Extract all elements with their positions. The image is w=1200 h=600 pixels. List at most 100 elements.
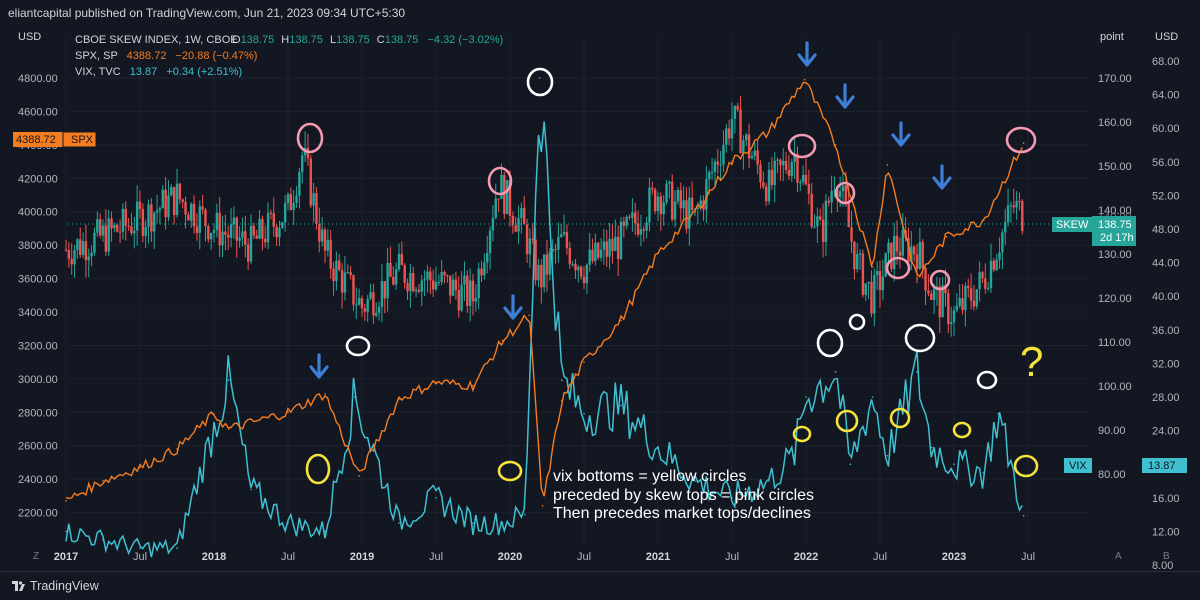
pink-circle-icon	[929, 269, 951, 291]
scale-b-toggle[interactable]: B	[1163, 551, 1170, 562]
annotation-marks	[296, 41, 1039, 485]
skew-candle	[585, 264, 589, 284]
skew-candle	[841, 185, 845, 192]
skew-candle	[181, 199, 184, 203]
chart-canvas[interactable]: 4800.004600.004400.004200.004000.003800.…	[0, 26, 1200, 571]
spx-point	[139, 466, 141, 469]
svg-text:VIX, TVC 13.87: VIX, TVC 13.87 +0.34 (+2.51%)	[75, 66, 242, 78]
skew-candle	[847, 202, 850, 228]
spx-point	[694, 210, 696, 213]
pink-circle-icon	[1005, 126, 1037, 154]
skew-candle	[346, 272, 349, 274]
legend-vix-name: VIX, TVC	[75, 66, 121, 78]
time-axis-label: 2017	[54, 551, 78, 563]
skew-candle	[431, 280, 435, 290]
chart-background	[0, 26, 1200, 571]
tradingview-logo[interactable]: TradingView	[12, 579, 99, 593]
skew-candle	[574, 263, 577, 271]
skew-candle	[227, 234, 230, 238]
skew-candle	[770, 169, 774, 185]
skew-candle	[924, 267, 927, 291]
skew-candle	[611, 238, 614, 251]
skew-candle	[747, 134, 751, 159]
skew-candle	[352, 275, 355, 305]
spx-point	[731, 160, 733, 163]
vix-axis-tick: 36.00	[1152, 325, 1180, 337]
skew-candle	[110, 218, 113, 229]
skew-candle	[753, 150, 756, 156]
skew-candle	[534, 239, 537, 281]
spx-point	[358, 475, 360, 477]
skew-candle	[366, 298, 369, 312]
publisher-line: eliantcapital published on TradingView.c…	[8, 6, 406, 20]
skew-candle	[690, 197, 694, 210]
time-axis-label: Jul	[1021, 551, 1035, 563]
skew-candle	[449, 275, 452, 296]
skew-price-axis[interactable]: 170.00 160.00 150.00 140.00 130.00 120.00 110.…	[1098, 73, 1132, 481]
skew-candle	[312, 193, 315, 206]
yellow-circle-icon	[889, 407, 911, 429]
skew-candle	[104, 225, 108, 252]
skew-candle	[343, 272, 347, 293]
spx-point	[472, 384, 474, 387]
svg-text:SKEW: SKEW	[1056, 219, 1089, 231]
skew-candle	[944, 285, 947, 294]
vix-axis-tick: 44.00	[1152, 258, 1180, 270]
skew-candle	[793, 153, 796, 163]
skew-candle	[531, 238, 534, 240]
vix-point	[501, 522, 504, 524]
skew-candle	[190, 203, 193, 221]
vix-point	[731, 497, 733, 499]
skew-candle	[634, 212, 637, 224]
skew-candle	[864, 283, 867, 295]
skew-candle	[164, 189, 167, 218]
left-price-axis[interactable]: 4800.004600.004400.004200.004000.003800.…	[18, 73, 58, 520]
vix-point	[65, 530, 67, 533]
skew-candle	[870, 281, 873, 314]
skew-candle	[628, 216, 631, 218]
skew-candle	[158, 208, 162, 211]
log-scale-toggle[interactable]: Z	[33, 551, 39, 562]
skew-candle	[568, 248, 571, 265]
time-axis[interactable]: 2017 Jul 2018 Jul 2019 Jul 2020 Jul 2021 Jul 2022 J…	[54, 551, 1035, 563]
skew-candle	[474, 298, 478, 302]
spx-point	[65, 500, 67, 502]
skew-candle	[249, 225, 253, 262]
skew-candle	[898, 251, 902, 256]
publish-info-bar: eliantcapital published on TradingView.c…	[0, 0, 1200, 27]
skew-candle	[907, 237, 910, 262]
skew-candle	[767, 169, 771, 202]
skew-candle	[602, 241, 606, 250]
down-arrow-icon	[835, 83, 855, 109]
vix-price-axis[interactable]: 68.00 64.00 60.00 56.00 52.00 48.00 44.00 40.00…	[1152, 56, 1180, 571]
spx-point	[916, 277, 918, 280]
brand-name: TradingView	[30, 579, 99, 593]
auto-scale-toggle[interactable]: A	[1115, 551, 1122, 562]
vix-axis-tick: 40.00	[1152, 291, 1180, 303]
skew-candle	[639, 229, 643, 235]
skew-candle	[878, 270, 882, 291]
skew-candle	[745, 134, 748, 141]
left-axis-tick: 2400.00	[18, 474, 58, 486]
skew-candle	[619, 221, 623, 259]
vix-axis-tick: 24.00	[1152, 426, 1180, 438]
skew-candle	[679, 189, 682, 209]
skew-candle	[764, 186, 768, 202]
skew-candle	[403, 265, 406, 284]
skew-candle	[736, 105, 739, 110]
spx-point	[886, 164, 889, 166]
skew-candle	[497, 198, 500, 200]
spx-point	[435, 381, 437, 384]
spx-point	[541, 505, 544, 507]
skew-candle	[801, 174, 805, 183]
skew-candle	[597, 242, 600, 258]
vix-axis-unit: USD	[1155, 31, 1178, 43]
skew-candle	[397, 253, 401, 270]
skew-candle	[662, 202, 665, 215]
skew-candle	[295, 195, 298, 203]
skew-candle	[1009, 205, 1013, 207]
svg-text:13.87: 13.87	[1148, 460, 1176, 472]
skew-candle	[207, 226, 210, 240]
left-axis-tick: 3200.00	[18, 340, 58, 352]
skew-candle	[281, 222, 284, 228]
